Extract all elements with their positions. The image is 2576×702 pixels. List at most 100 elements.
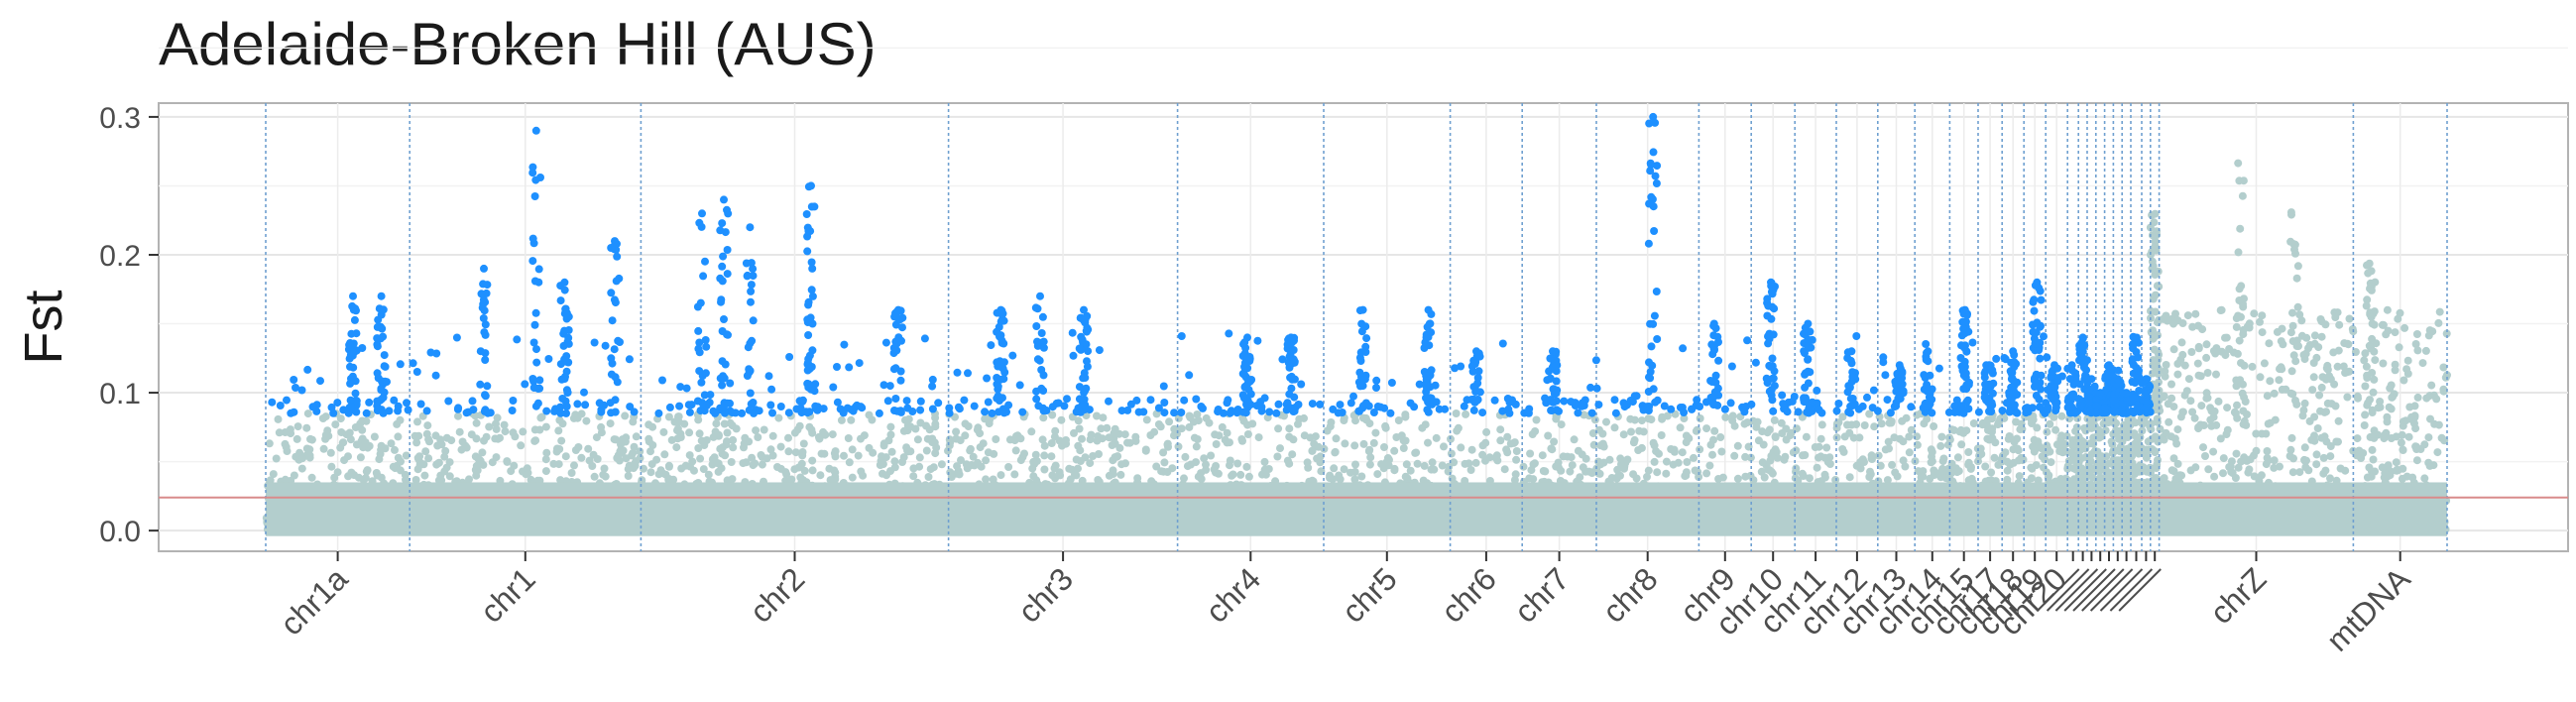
data-point bbox=[377, 441, 386, 450]
data-point bbox=[319, 444, 328, 453]
data-point bbox=[590, 472, 599, 481]
data-point bbox=[1285, 424, 1294, 433]
data-point bbox=[475, 456, 484, 464]
data-point bbox=[1662, 457, 1671, 466]
data-point bbox=[356, 453, 365, 462]
data-point bbox=[1351, 460, 1359, 469]
data-point bbox=[389, 462, 398, 471]
data-point bbox=[1770, 415, 1779, 424]
data-point bbox=[1877, 419, 1886, 428]
data-point bbox=[1758, 458, 1767, 467]
data-point bbox=[1283, 456, 1292, 465]
data-point bbox=[807, 425, 816, 434]
data-point bbox=[1141, 446, 1150, 455]
data-point bbox=[621, 411, 630, 420]
data-point bbox=[1048, 471, 1057, 480]
data-point bbox=[652, 455, 661, 464]
data-point bbox=[509, 428, 518, 437]
data-point bbox=[1740, 419, 1749, 428]
data-point bbox=[1717, 447, 1726, 456]
data-point bbox=[844, 434, 853, 442]
data-point bbox=[729, 435, 738, 444]
data-point bbox=[265, 439, 274, 448]
data-point bbox=[664, 461, 673, 470]
data-point bbox=[1350, 441, 1359, 450]
data-point bbox=[722, 440, 731, 449]
data-point bbox=[820, 449, 829, 458]
data-point bbox=[1733, 441, 1742, 450]
data-point bbox=[1160, 458, 1169, 467]
data-point bbox=[1207, 451, 1216, 460]
data-point bbox=[1599, 442, 1608, 451]
data-point bbox=[1194, 472, 1203, 481]
data-point bbox=[363, 466, 372, 475]
data-point bbox=[1210, 465, 1219, 474]
data-point bbox=[1418, 423, 1427, 432]
data-point bbox=[1544, 431, 1553, 440]
data-point bbox=[434, 458, 443, 467]
data-point bbox=[556, 476, 565, 485]
data-point bbox=[638, 476, 646, 485]
data-point bbox=[1811, 443, 1819, 451]
data-point bbox=[1682, 468, 1691, 477]
data-point bbox=[673, 424, 682, 433]
data-point bbox=[1901, 462, 1910, 471]
data-point bbox=[1635, 426, 1644, 435]
data-point bbox=[1705, 461, 1714, 470]
data-point bbox=[1532, 415, 1541, 424]
data-point bbox=[808, 466, 817, 475]
data-point bbox=[1509, 438, 1518, 447]
data-point bbox=[1412, 448, 1421, 457]
data-point bbox=[629, 417, 638, 426]
data-point bbox=[961, 431, 970, 440]
data-point bbox=[436, 435, 445, 444]
data-point bbox=[2030, 447, 2039, 456]
data-point bbox=[1242, 462, 1251, 471]
data-point bbox=[695, 429, 704, 438]
data-point bbox=[766, 445, 775, 454]
data-point bbox=[1927, 458, 1935, 467]
data-point bbox=[702, 436, 711, 444]
data-point bbox=[493, 413, 502, 422]
data-point bbox=[1424, 438, 1432, 447]
data-point bbox=[561, 452, 570, 461]
data-point bbox=[1332, 434, 1341, 443]
data-point bbox=[588, 462, 597, 470]
data-point bbox=[454, 411, 462, 420]
data-point bbox=[1539, 467, 1548, 475]
data-point bbox=[1072, 471, 1081, 480]
data-point bbox=[1885, 444, 1893, 453]
data-point bbox=[1987, 468, 1996, 477]
data-point bbox=[1538, 451, 1547, 460]
data-point bbox=[1226, 438, 1233, 447]
data-point bbox=[774, 413, 783, 422]
data-point bbox=[326, 448, 335, 457]
data-point bbox=[1655, 449, 1663, 458]
data-point bbox=[327, 462, 336, 471]
data-point bbox=[1898, 416, 1907, 425]
data-point bbox=[1365, 445, 1374, 454]
data-point bbox=[1027, 427, 1036, 436]
data-point bbox=[302, 444, 311, 453]
data-point bbox=[1923, 414, 1932, 423]
data-point bbox=[1741, 452, 1750, 461]
data-point bbox=[1512, 455, 1521, 464]
data-point bbox=[860, 431, 869, 440]
data-point bbox=[283, 447, 292, 455]
data-point bbox=[1981, 462, 1990, 471]
data-point bbox=[597, 422, 606, 431]
data-point bbox=[318, 414, 327, 422]
data-point bbox=[979, 439, 988, 448]
data-point bbox=[1288, 450, 1297, 459]
data-point bbox=[2003, 466, 2012, 475]
data-point bbox=[1793, 424, 1801, 433]
data-point bbox=[1097, 424, 1106, 433]
data-point bbox=[2057, 411, 2066, 420]
data-point bbox=[1062, 439, 1071, 448]
data-point bbox=[423, 421, 432, 430]
data-point bbox=[1845, 473, 1854, 482]
data-point bbox=[781, 468, 790, 477]
data-point bbox=[644, 437, 653, 446]
data-point bbox=[1444, 467, 1453, 476]
data-point bbox=[1496, 436, 1505, 445]
